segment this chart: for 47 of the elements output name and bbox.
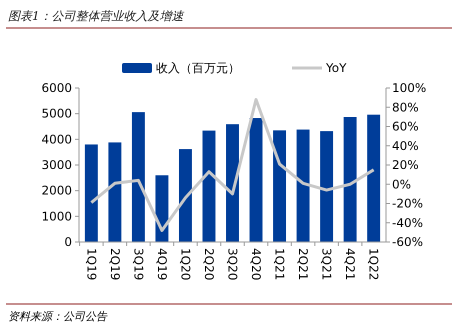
x-tick-label: 2Q19 — [108, 248, 122, 280]
bar — [155, 175, 168, 242]
y-tick-label: 2000 — [41, 184, 72, 198]
bar — [132, 112, 145, 242]
x-tick-label: 1Q21 — [272, 248, 287, 280]
bar — [296, 130, 310, 242]
x-tick-label: 3Q19 — [131, 248, 146, 280]
y2-tick-label: -20% — [392, 196, 424, 210]
bar — [344, 117, 357, 242]
line-series — [90, 98, 376, 232]
x-tick-label: 1Q22 — [366, 248, 381, 280]
x-tick-label: 1Q19 — [84, 248, 98, 280]
x-tick-label: 3Q21 — [320, 248, 334, 280]
bar — [226, 124, 239, 242]
bar — [273, 130, 286, 242]
x-tick-label: 4Q20 — [249, 248, 264, 280]
y2-tick-label: 80% — [392, 100, 419, 114]
bar — [84, 144, 98, 242]
text: 资料来源：公司公告 — [8, 310, 108, 323]
y-tick-label: 3000 — [41, 158, 72, 172]
y2-tick-label: 60% — [392, 120, 419, 134]
bar — [367, 114, 380, 242]
y2-tick-label: 0% — [392, 177, 412, 192]
bar — [108, 142, 122, 242]
y-tick-label: 6000 — [41, 81, 72, 95]
x-tick-label: 2Q21 — [296, 248, 310, 280]
y-tick-label: 0 — [64, 235, 72, 249]
bar — [250, 118, 262, 242]
legend-label: YoY — [325, 61, 348, 75]
bar — [202, 130, 216, 242]
x-tick-label: 4Q19 — [154, 248, 169, 280]
y2-tick-label: 20% — [392, 158, 419, 172]
y-tick-label: 5000 — [41, 106, 72, 121]
x-tick-label: 1Q20 — [178, 248, 192, 280]
legend-label: 收入（百万元） — [156, 61, 240, 75]
y2-tick-label: 100% — [392, 81, 426, 95]
y-tick-label: 4000 — [41, 132, 72, 146]
y2-tick-label: 40% — [392, 138, 419, 153]
x-tick-label: 2Q20 — [202, 248, 216, 280]
x-tick-label: 3Q20 — [226, 248, 240, 280]
y2-tick-label: -40% — [392, 216, 424, 230]
y-tick-label: 1000 — [41, 209, 72, 224]
chart-title: 图表1：公司整体营业收入及增速 — [8, 9, 185, 23]
bar — [320, 131, 334, 242]
y2-tick-label: -60% — [392, 235, 424, 249]
x-tick-label: 4Q21 — [343, 248, 358, 280]
bar — [178, 149, 192, 242]
